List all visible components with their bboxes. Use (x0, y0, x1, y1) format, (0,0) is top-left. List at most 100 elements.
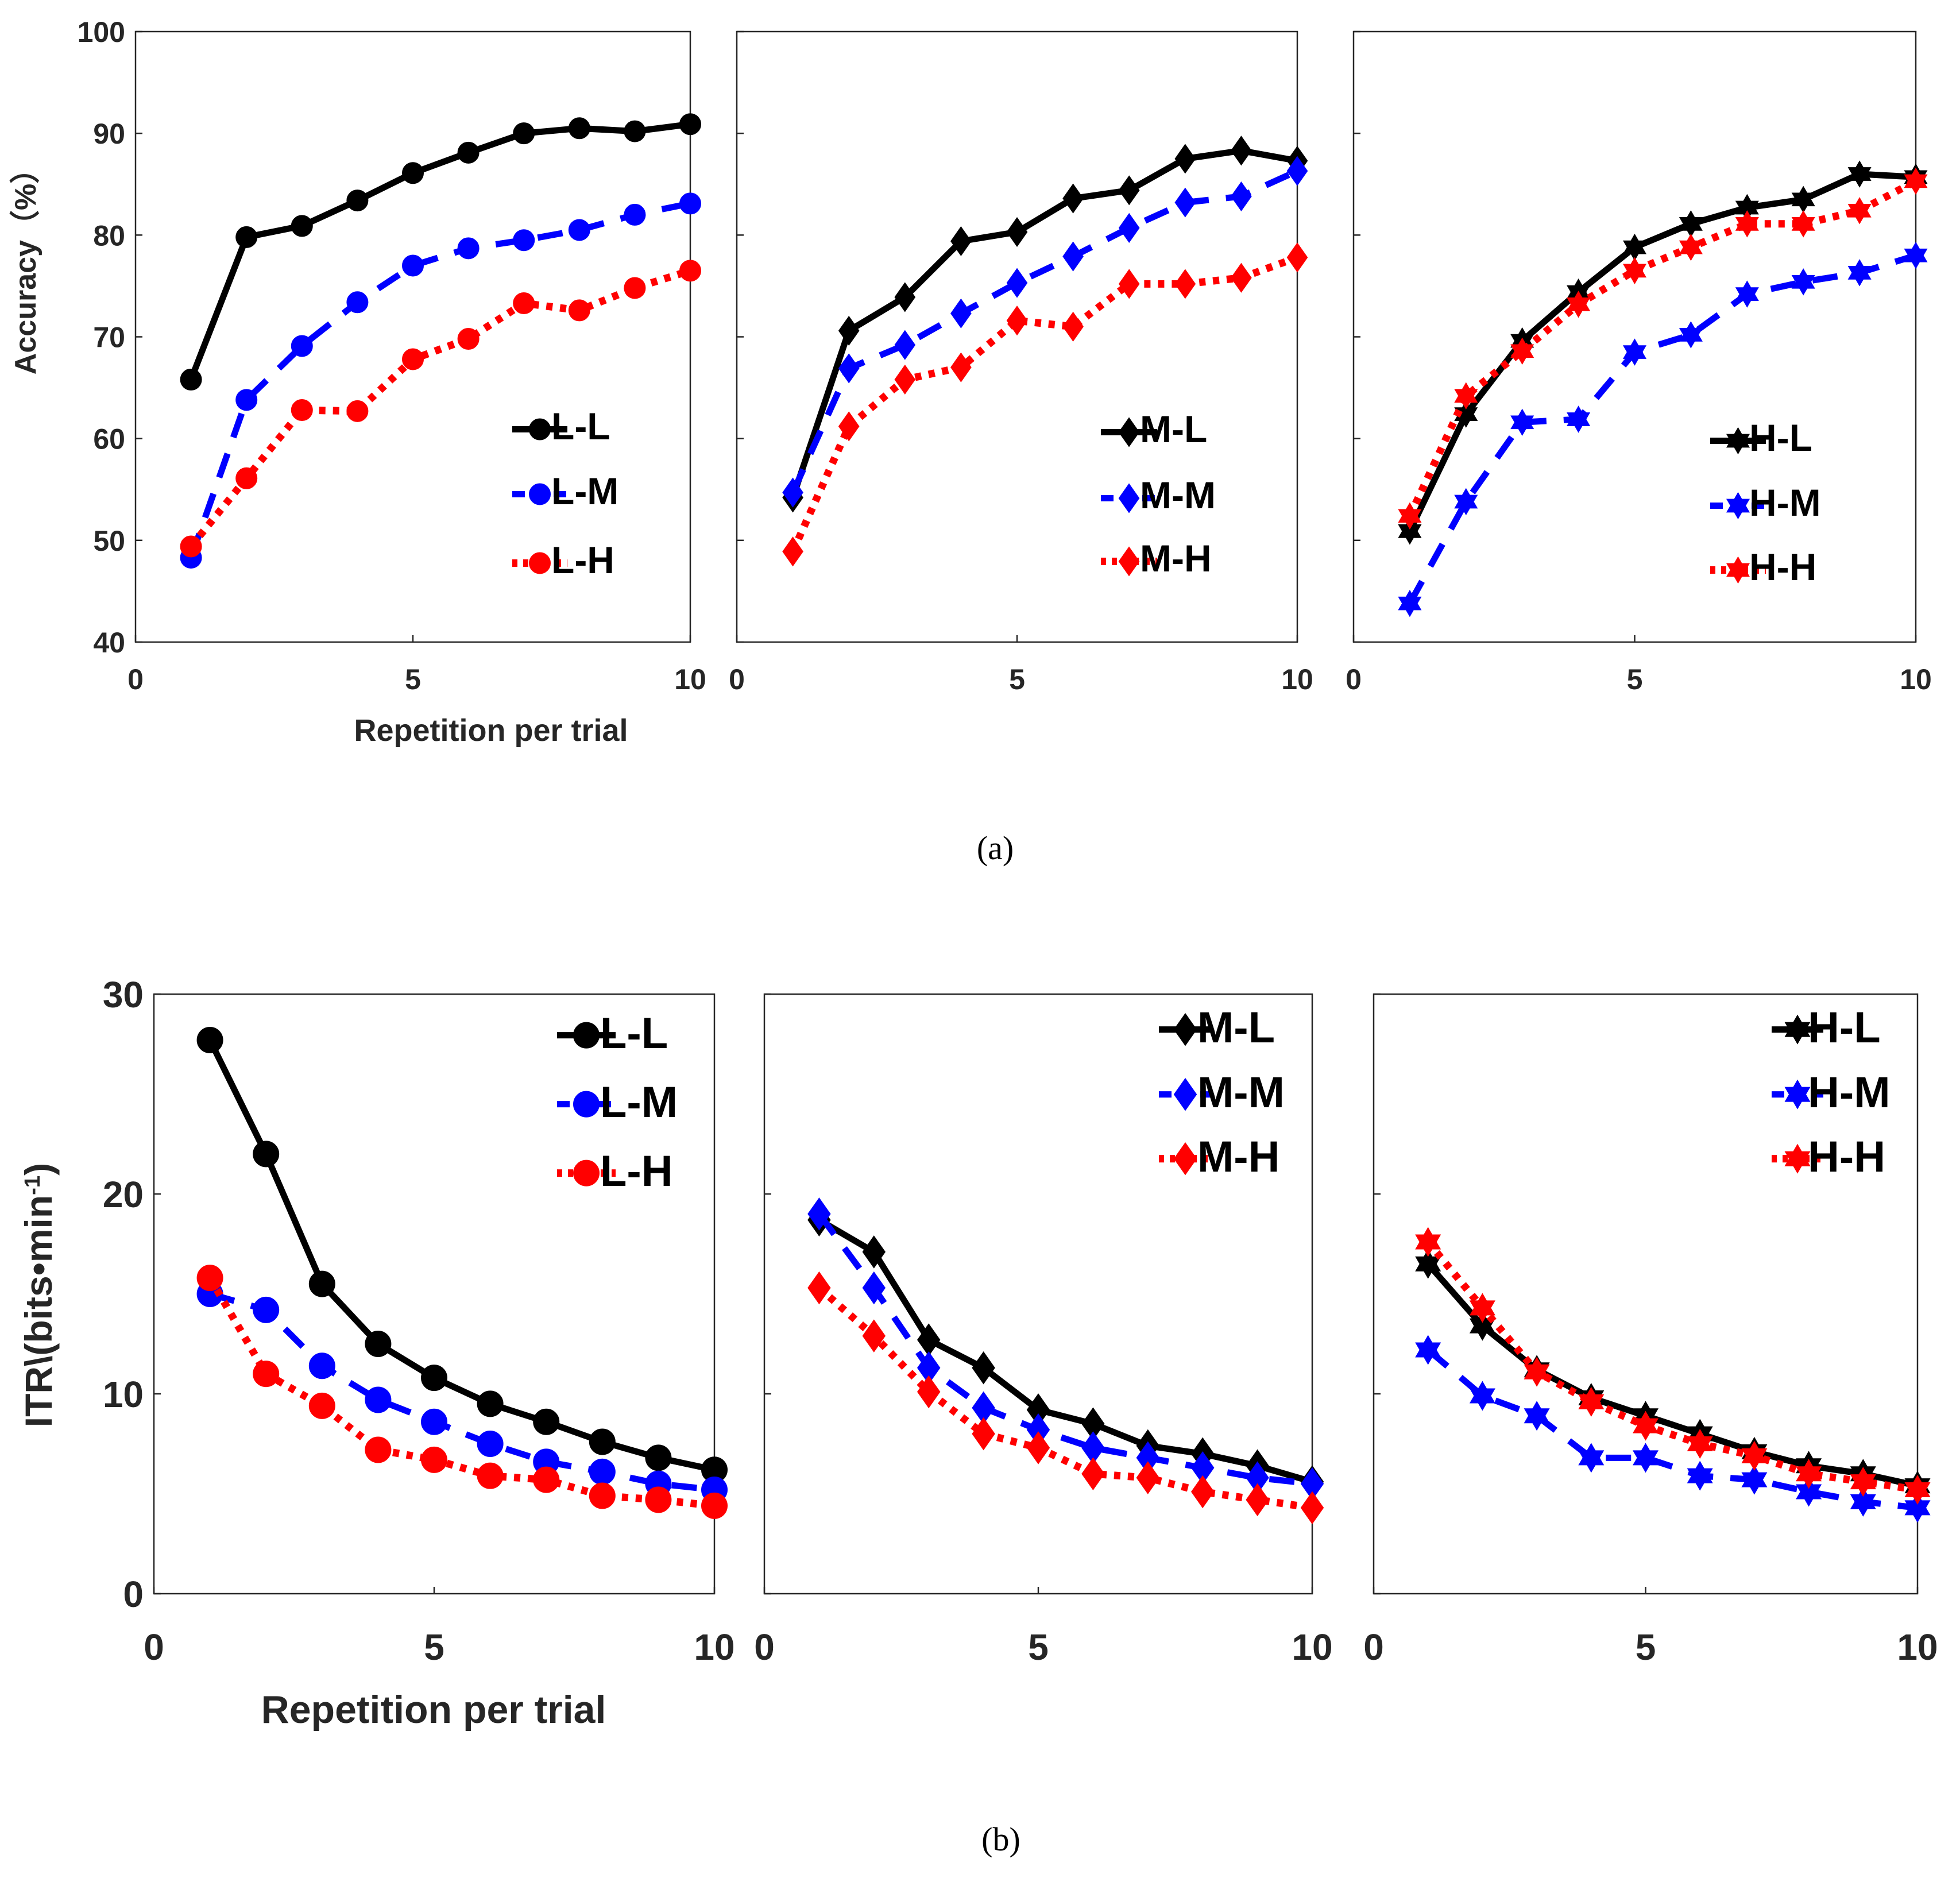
data-point-H-H (1679, 233, 1703, 261)
data-point-H-M-tri-down (1632, 1450, 1659, 1473)
data-point-H-H (1398, 502, 1422, 530)
data-point-H-H (1622, 257, 1647, 285)
legend-label-M-M: M-M (1140, 474, 1216, 516)
legend-marker-M-L (1173, 1013, 1197, 1046)
data-point-L-M (346, 291, 369, 314)
data-point-L-H (701, 1492, 728, 1519)
series-line-M-L (790, 147, 1298, 499)
data-point-L-L (196, 1027, 223, 1054)
data-point-M-H (1231, 262, 1252, 293)
data-point-H-M (1735, 280, 1759, 308)
legend-label-L-L: L-L (600, 1009, 668, 1058)
data-point-M-M (1286, 156, 1308, 186)
data-point-M-L (894, 282, 916, 312)
data-point-M-H (862, 1319, 886, 1352)
legend-marker-L-L (573, 1022, 600, 1049)
data-point-H-H (1415, 1227, 1441, 1257)
data-point-L-H (196, 1265, 223, 1292)
legend-marker-L-M (529, 483, 551, 505)
series-H-H: H-H (1398, 167, 1928, 588)
data-point-L-H (513, 292, 535, 315)
data-point-M-M (1118, 212, 1140, 243)
data-point-H-M-tri-down (1735, 287, 1759, 308)
chart-a-mid: 0 5 10 M-L M-M M-H (729, 30, 1313, 695)
data-point-H-H-tri-down (1687, 1436, 1713, 1459)
data-point-L-L (235, 226, 258, 248)
chart-a-high: 0 5 10 H-L H-M H-H (1346, 30, 1932, 695)
data-point-L-L (308, 1270, 335, 1297)
data-point-M-M (950, 298, 972, 329)
data-point-L-H (180, 535, 202, 558)
data-point-H-L (1679, 210, 1703, 238)
data-point-L-H (421, 1446, 447, 1473)
data-point-H-M-tri-down (1524, 1408, 1550, 1431)
data-point-H-M (1415, 1335, 1441, 1365)
data-point-L-H (365, 1436, 392, 1463)
chart-b-mid: 0 5 10 M-L M-M M-H (754, 993, 1333, 1668)
data-point-L-L (457, 141, 480, 164)
data-point-H-M-tri-down (1510, 415, 1534, 436)
data-point-H-H-tri-down (1904, 174, 1928, 195)
legend-marker-H-M (1726, 492, 1750, 520)
x-tick-label: 10 (1897, 1626, 1938, 1668)
x-tick-label: 10 (694, 1626, 734, 1668)
legend-marker-L-L (529, 418, 551, 440)
data-point-L-H (308, 1392, 335, 1419)
data-point-M-H (1190, 1475, 1215, 1509)
data-point-L-H (679, 260, 701, 282)
data-point-L-L (291, 215, 313, 237)
data-point-M-M (1006, 268, 1028, 298)
y-axis-label: Accuracy（%） (9, 154, 42, 374)
data-point-H-L (1622, 233, 1647, 261)
legend-label-H-L: H-L (1808, 1003, 1881, 1052)
data-point-L-M (402, 254, 424, 277)
data-point-H-H (1578, 1386, 1605, 1417)
legend-marker-H-H-tri-down (1726, 563, 1750, 584)
data-point-H-M (1469, 1381, 1495, 1411)
data-point-H-M (1567, 405, 1591, 433)
data-point-L-L (589, 1428, 616, 1455)
legend-label-H-M: H-M (1808, 1068, 1891, 1117)
y-tick-label: 0 (123, 1574, 144, 1615)
data-point-H-M-tri-down (1622, 345, 1647, 366)
legend-label-M-L: M-L (1140, 408, 1207, 450)
x-tick-label: 10 (674, 663, 706, 695)
data-point-H-L-tri-down (1847, 167, 1872, 188)
data-point-L-L (253, 1141, 280, 1168)
data-point-H-L (1847, 160, 1872, 188)
data-point-M-L (862, 1235, 886, 1269)
series-line-H-H (1406, 177, 1918, 518)
data-point-H-L (1415, 1249, 1441, 1279)
data-point-L-H (624, 277, 646, 299)
data-point-H-H-tri-down (1796, 1466, 1822, 1489)
data-point-H-M (1524, 1401, 1550, 1431)
data-point-L-H (235, 467, 258, 489)
data-point-M-M (782, 477, 803, 508)
x-tick-label: 10 (1281, 663, 1313, 695)
series-line-M-L (817, 1217, 1313, 1485)
data-point-M-H (838, 411, 860, 442)
series-line-M-H (789, 254, 1299, 553)
data-point-H-M (1687, 1460, 1713, 1491)
data-point-H-M-tri-down (1578, 1450, 1605, 1473)
x-tick-label: 0 (729, 663, 745, 695)
legend-marker-H-M (1784, 1079, 1811, 1110)
series-M-M: M-M (782, 156, 1308, 516)
chart-b-high: 0 5 10 H-L H-M H-H (1363, 993, 1938, 1668)
data-point-L-H (645, 1486, 672, 1513)
data-point-H-M-tri-down (1847, 266, 1872, 287)
data-point-H-L-tri-down (1791, 192, 1815, 214)
data-point-M-L (1231, 136, 1252, 166)
x-axis-label: Repetition per trial (354, 713, 628, 748)
data-point-H-H-tri-down (1850, 1474, 1876, 1497)
data-point-H-M (1679, 321, 1703, 349)
x-tick-label: 5 (424, 1626, 444, 1668)
data-point-L-M (589, 1458, 616, 1485)
y-axis-label-superscript: -1 (20, 1176, 45, 1195)
legend-marker-M-M (1173, 1077, 1197, 1111)
data-point-L-M (513, 229, 535, 252)
legend-label-M-H: M-H (1197, 1133, 1280, 1181)
data-point-M-M (1174, 187, 1196, 218)
data-point-L-L (421, 1365, 447, 1392)
data-point-H-M (1847, 259, 1872, 287)
